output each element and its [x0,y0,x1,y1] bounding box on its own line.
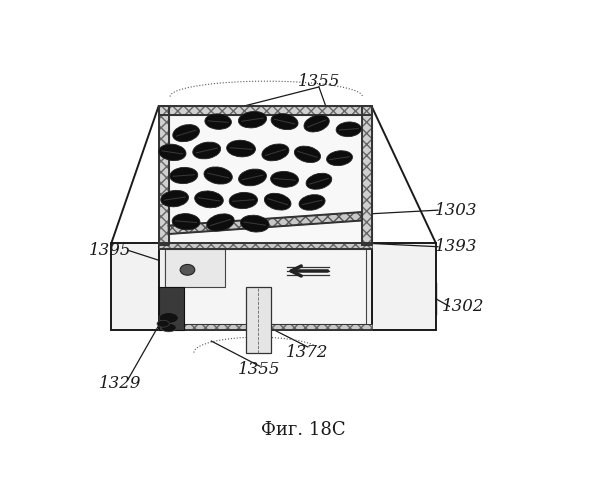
Ellipse shape [306,174,332,190]
Ellipse shape [204,167,232,184]
Text: 1393: 1393 [435,238,478,255]
Ellipse shape [238,112,267,128]
Ellipse shape [161,324,176,332]
Text: 1329: 1329 [99,375,141,392]
Text: 1355: 1355 [298,72,340,90]
Ellipse shape [241,215,269,232]
Polygon shape [168,212,362,234]
Text: 1372: 1372 [286,344,329,361]
Ellipse shape [157,320,170,327]
Ellipse shape [239,169,267,186]
Bar [112,243,158,330]
Bar [158,106,372,114]
Ellipse shape [264,194,291,210]
Ellipse shape [159,144,186,160]
Ellipse shape [294,146,320,162]
Ellipse shape [159,312,178,324]
Ellipse shape [271,114,298,130]
Text: 1303: 1303 [435,202,478,218]
Ellipse shape [271,172,298,188]
Ellipse shape [327,150,352,166]
Bar [158,245,372,330]
Ellipse shape [170,168,198,184]
Bar [158,324,372,330]
Ellipse shape [161,190,189,207]
Bar [372,243,436,330]
Bar [165,250,366,324]
Ellipse shape [207,214,234,231]
Ellipse shape [172,214,200,230]
Polygon shape [168,114,362,245]
Text: 1395: 1395 [89,242,132,259]
Ellipse shape [194,191,223,208]
Ellipse shape [229,192,258,208]
Bar [362,106,372,245]
Ellipse shape [336,122,361,136]
Ellipse shape [193,142,220,159]
Text: 1355: 1355 [238,362,281,378]
Bar [158,106,168,245]
Ellipse shape [205,114,232,130]
Bar [158,244,372,250]
Text: Фиг. 18C: Фиг. 18C [261,420,345,438]
Ellipse shape [299,194,325,210]
Ellipse shape [227,140,255,157]
Text: 1302: 1302 [442,298,485,315]
Ellipse shape [173,124,199,142]
Bar [165,250,225,287]
Ellipse shape [304,115,329,132]
Bar [246,287,271,352]
Ellipse shape [180,264,195,275]
Ellipse shape [262,144,289,161]
Bar [158,287,184,330]
